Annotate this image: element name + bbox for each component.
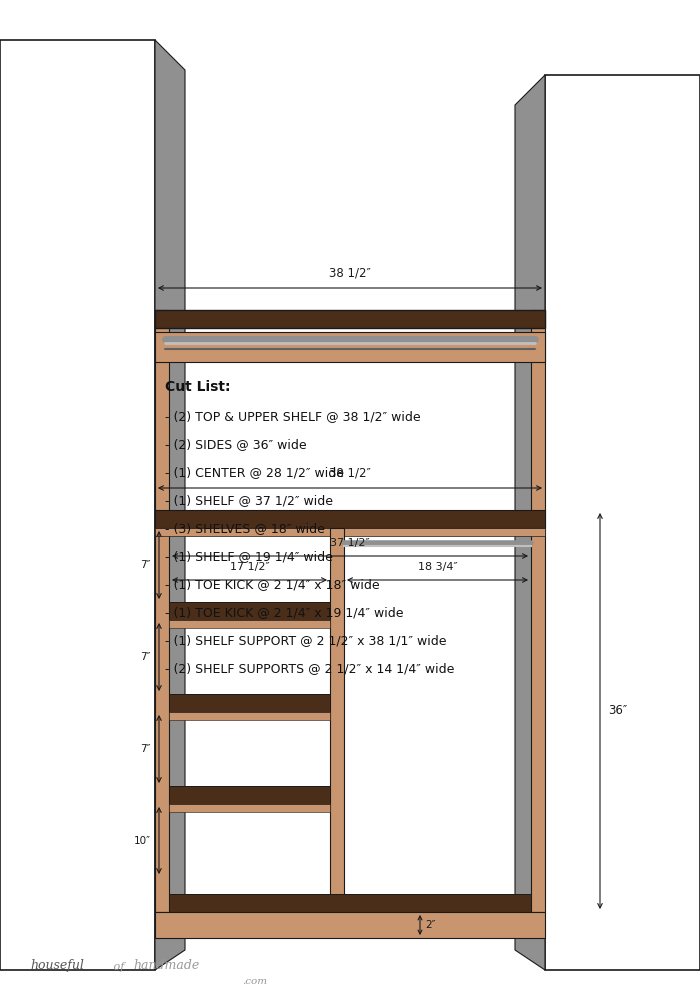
Text: - (2) TOP & UPPER SHELF @ 38 1/2″ wide: - (2) TOP & UPPER SHELF @ 38 1/2″ wide (165, 410, 421, 423)
Bar (155, 310, 545, 328)
Text: of: of (110, 962, 128, 972)
Bar (169, 804, 330, 812)
Text: 38 1/2″: 38 1/2″ (329, 267, 371, 280)
Bar (169, 786, 330, 804)
Text: handmade: handmade (133, 959, 200, 972)
Text: - (1) SHELF SUPPORT @ 2 1/2″ x 38 1/1″ wide: - (1) SHELF SUPPORT @ 2 1/2″ x 38 1/1″ w… (165, 634, 447, 647)
Text: 17 1/2″: 17 1/2″ (230, 562, 270, 572)
Text: - (1) SHELF @ 19 1/4″ wide: - (1) SHELF @ 19 1/4″ wide (165, 550, 333, 563)
Bar (155, 332, 545, 362)
Text: - (3) SHELVES @ 18″ wide: - (3) SHELVES @ 18″ wide (165, 522, 325, 535)
Bar (155, 510, 545, 528)
Bar (169, 912, 531, 920)
Text: - (2) SIDES @ 36″ wide: - (2) SIDES @ 36″ wide (165, 438, 307, 451)
Text: - (2) SHELF SUPPORTS @ 2 1/2″ x 14 1/4″ wide: - (2) SHELF SUPPORTS @ 2 1/2″ x 14 1/4″ … (165, 662, 454, 675)
Text: - (1) TOE KICK @ 2 1/4″ x 18″ wide: - (1) TOE KICK @ 2 1/4″ x 18″ wide (165, 578, 379, 591)
Bar (155, 310, 169, 912)
Text: .com: .com (242, 977, 267, 986)
Bar (531, 310, 545, 912)
Bar (155, 912, 545, 938)
Text: 38 1/2″: 38 1/2″ (329, 467, 371, 480)
Bar (169, 894, 531, 912)
Text: 10″: 10″ (134, 836, 151, 846)
Bar (155, 528, 545, 536)
Polygon shape (515, 75, 545, 970)
Bar (169, 620, 330, 628)
Text: 7″: 7″ (141, 744, 151, 754)
Text: Cut List:: Cut List: (165, 380, 230, 394)
Text: 2″: 2″ (425, 920, 435, 930)
Bar (169, 602, 330, 620)
Text: 7″: 7″ (141, 652, 151, 662)
Text: 37 1/2″: 37 1/2″ (330, 538, 370, 548)
Text: - (1) TOE KICK @ 2 1/4″ x 19 1/4″ wide: - (1) TOE KICK @ 2 1/4″ x 19 1/4″ wide (165, 606, 403, 619)
Text: houseful: houseful (30, 959, 84, 972)
Text: 7″: 7″ (141, 560, 151, 570)
Polygon shape (545, 75, 700, 970)
Bar (169, 712, 330, 720)
Bar (330, 528, 344, 912)
Polygon shape (155, 40, 185, 970)
Text: 18 3/4″: 18 3/4″ (418, 562, 457, 572)
Bar (155, 40, 545, 970)
Text: - (1) CENTER @ 28 1/2″ wide: - (1) CENTER @ 28 1/2″ wide (165, 466, 344, 479)
Polygon shape (0, 40, 155, 970)
Text: - (1) SHELF @ 37 1/2″ wide: - (1) SHELF @ 37 1/2″ wide (165, 494, 333, 507)
Bar (169, 694, 330, 712)
Text: 36″: 36″ (608, 704, 627, 718)
